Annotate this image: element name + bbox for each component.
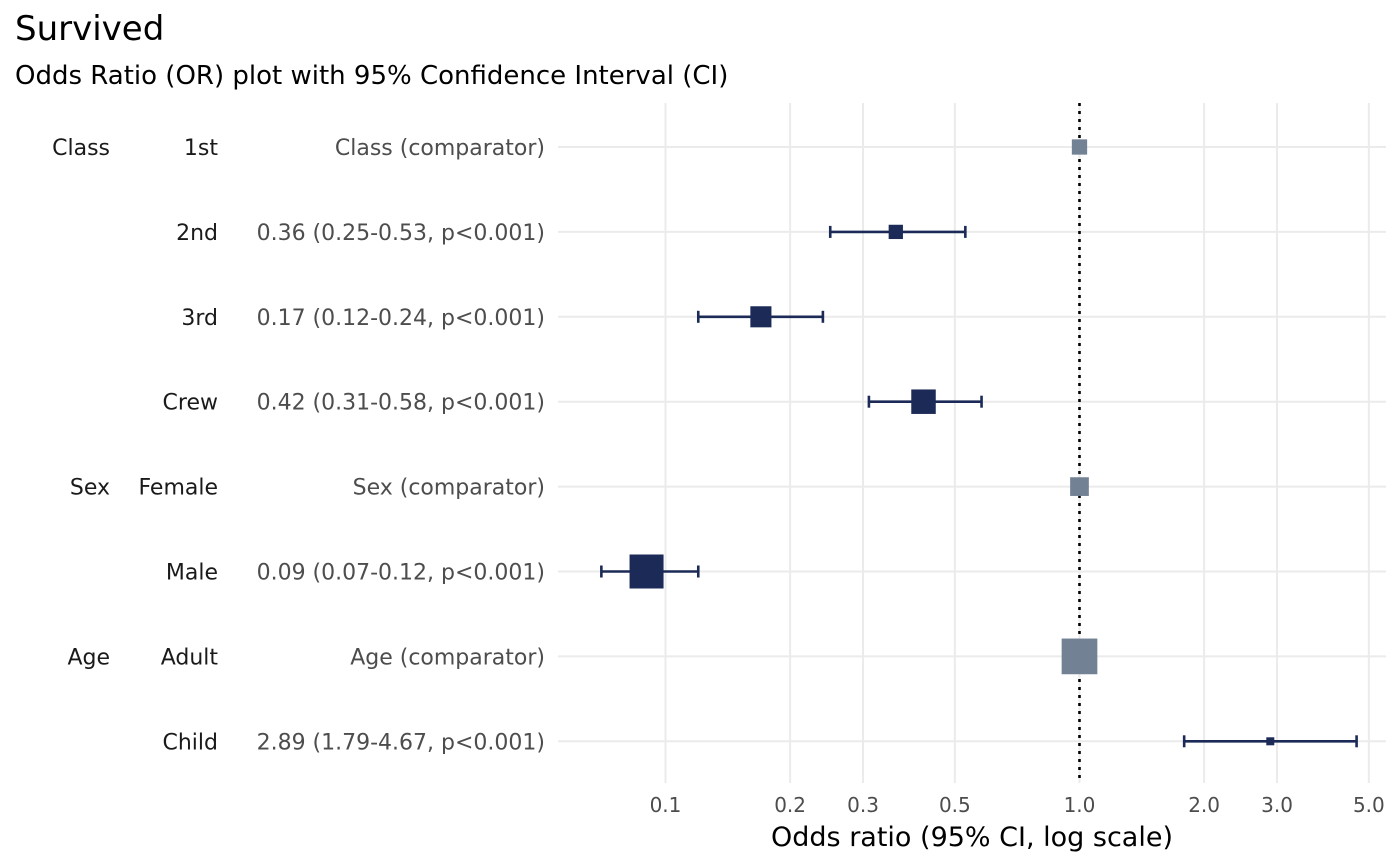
level-label: 1st <box>184 136 218 161</box>
or-point <box>1070 477 1089 496</box>
level-label: Female <box>138 476 218 501</box>
level-label: 2nd <box>176 221 218 246</box>
x-tick-label: 0.5 <box>939 793 971 817</box>
or-ci-text: 0.17 (0.12-0.24, p<0.001) <box>257 306 545 331</box>
level-label: Crew <box>163 391 218 416</box>
level-label: Adult <box>161 645 219 670</box>
or-point <box>888 224 903 240</box>
x-axis-label: Odds ratio (95% CI, log scale) <box>771 822 1173 853</box>
group-label: Age <box>67 645 110 670</box>
or-ci-text: 0.36 (0.25-0.53, p<0.001) <box>257 221 545 246</box>
group-label: Sex <box>70 476 110 501</box>
x-tick-label: 0.1 <box>650 793 682 817</box>
or-point <box>1266 737 1275 746</box>
x-tick-label: 0.2 <box>774 793 806 817</box>
x-tick-label: 0.3 <box>847 793 879 817</box>
chart-title: Survived <box>15 9 164 49</box>
or-point <box>911 389 936 414</box>
x-tick-label: 1.0 <box>1064 793 1096 817</box>
or-ci-text: Age (comparator) <box>350 645 545 670</box>
level-label: Child <box>163 730 219 755</box>
or-ci-text: Class (comparator) <box>335 136 545 161</box>
x-tick-label: 2.0 <box>1188 793 1220 817</box>
group-label: Class <box>52 136 110 161</box>
level-label: 3rd <box>181 306 218 331</box>
forest-rows: Class 1st Class (comparator) 2nd 0.36 (0.25-… <box>52 136 1358 755</box>
x-tick-label: 3.0 <box>1261 793 1293 817</box>
or-ci-text: Sex (comparator) <box>353 476 545 501</box>
or-ci-text: 0.09 (0.07-0.12, p<0.001) <box>257 561 545 586</box>
or-point <box>1061 638 1098 675</box>
grid-lines <box>558 103 1386 783</box>
x-axis-ticks: 0.1 0.2 0.3 0.5 1.0 2.0 3.0 5.0 <box>650 793 1385 817</box>
x-tick-label: 5.0 <box>1353 793 1385 817</box>
or-point <box>629 554 664 589</box>
level-label: Male <box>166 561 218 586</box>
or-point <box>750 306 772 328</box>
or-ci-text: 0.42 (0.31-0.58, p<0.001) <box>257 391 545 416</box>
chart-subtitle: Odds Ratio (OR) plot with 95% Confidence… <box>15 61 728 91</box>
or-ci-text: 2.89 (1.79-4.67, p<0.001) <box>257 730 545 755</box>
or-point <box>1071 139 1088 155</box>
